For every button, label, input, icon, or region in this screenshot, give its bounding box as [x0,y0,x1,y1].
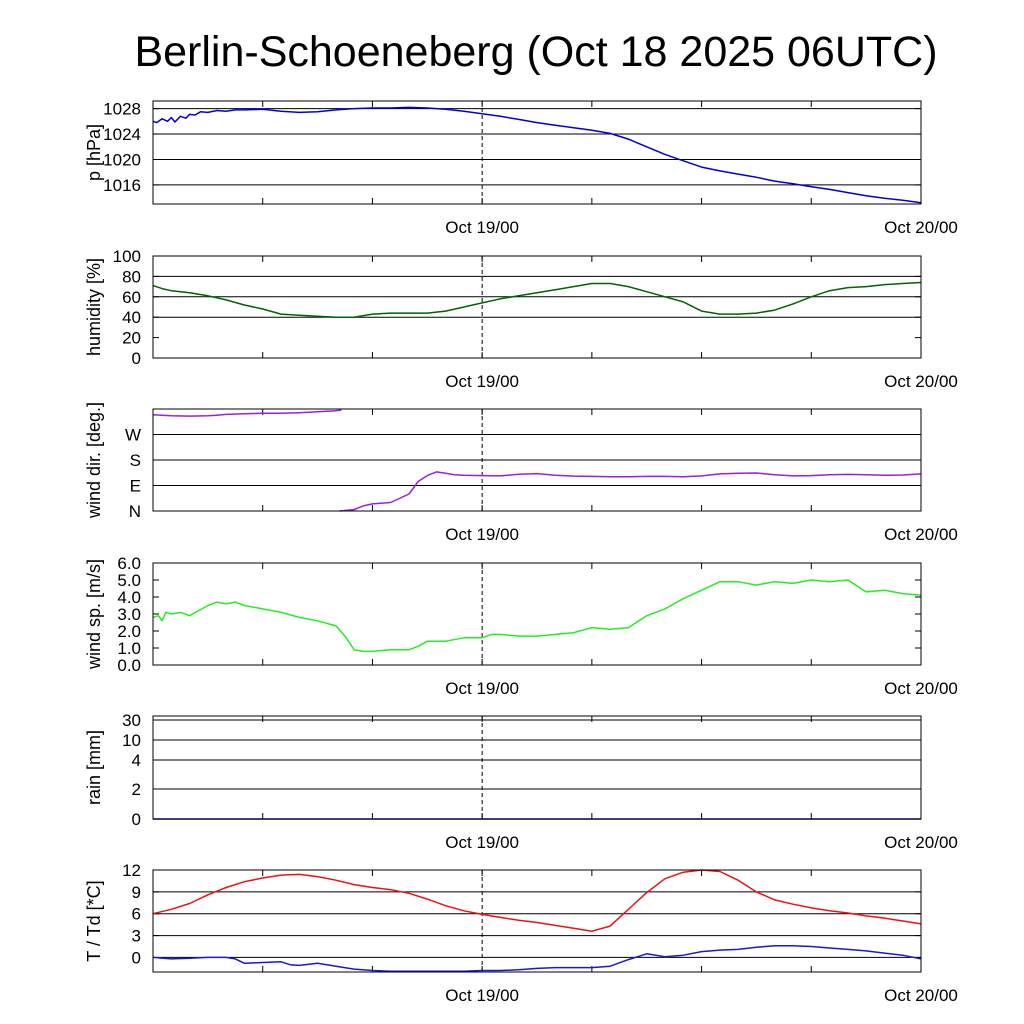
series-wind_dir_b [339,471,922,512]
wind_speed-ytick-label: 1.0 [117,639,141,658]
temperature-ytick-label: 12 [122,861,141,880]
temperature-ytick-label: 9 [132,883,141,902]
humidity-frame [152,255,922,359]
rain-date-label: Oct 20/00 [884,833,958,852]
pressure-ytick-label: 1016 [103,176,141,195]
humidity-date-label: Oct 20/00 [884,372,958,391]
pressure-date-label: Oct 19/00 [445,218,519,237]
panel-pressure: 1016 1020 1024 1028 p [hPa] Oct 19/00 Oct 20/0… [84,100,958,237]
wind_speed-date-label: Oct 19/00 [445,679,519,698]
series-wind_dir_a [152,409,342,417]
humidity-date-label: Oct 19/00 [445,372,519,391]
pressure-date-label: Oct 20/00 [884,218,958,237]
series-T [152,869,922,932]
rain-ytick-label: 4 [132,751,141,770]
humidity-ytick-label: 0 [132,349,141,368]
wind_dir-ytick-label: E [130,477,141,496]
temperature-date-label: Oct 19/00 [445,986,519,1005]
rain-date-label: Oct 19/00 [445,833,519,852]
wind_dir-ytick-label: S [130,451,141,470]
wind_speed-ytick-label: 0.0 [117,656,141,675]
rain-ytick-label: 30 [122,711,141,730]
pressure-ylabel: p [hPa] [84,124,104,181]
wind_speed-ytick-label: 5.0 [117,571,141,590]
humidity-ytick-label: 60 [122,288,141,307]
wind_dir-date-label: Oct 19/00 [445,525,519,544]
panel-wind_speed: 0.01.02.03.04.05.06.0 wind sp. [m/s] Oct 1… [84,554,958,698]
rain-ytick-label: 2 [132,780,141,799]
temperature-ytick-label: 0 [132,948,141,967]
temperature-ylabel: T / Td [*C] [84,880,104,961]
wind_speed-ytick-label: 3.0 [117,605,141,624]
wind_speed-ytick-label: 2.0 [117,622,141,641]
wind_speed-date-label: Oct 20/00 [884,679,958,698]
humidity-ytick-label: 40 [122,308,141,327]
chart-title: Berlin-Schoeneberg (Oct 18 2025 06UTC) [134,28,937,76]
rain-ytick-label: 0 [132,810,141,829]
temperature-date-label: Oct 20/00 [884,986,958,1005]
temperature-frame [152,869,922,973]
series-wind_speed [152,579,922,653]
pressure-frame [152,100,922,205]
series-Td [152,945,922,973]
wind_dir-date-label: Oct 20/00 [884,525,958,544]
wind_dir-ytick-label: N [129,502,141,521]
wind_speed-ytick-label: 4.0 [117,588,141,607]
humidity-ylabel: humidity [%] [84,258,104,356]
wind_dir-ytick-label: W [125,426,141,445]
series-pressure [152,106,922,204]
rain-ytick-label: 10 [122,731,141,750]
wind_dir-ylabel: wind dir. [deg.] [84,402,104,519]
wind_speed-ytick-label: 6.0 [117,554,141,573]
wind_speed-ylabel: wind sp. [m/s] [84,559,104,670]
humidity-ytick-label: 20 [122,329,141,348]
pressure-ytick-label: 1028 [103,100,141,119]
wind_speed-frame [152,562,922,666]
panel-temperature: 0 3 6 9 12 T / Td [*C] Oct 19/00 Oct 20/00 [84,861,958,1005]
rain-frame [152,715,922,820]
pressure-ytick-label: 1020 [103,150,141,169]
humidity-ytick-label: 80 [122,267,141,286]
temperature-ytick-label: 6 [132,905,141,924]
rain-ylabel: rain [mm] [84,730,104,805]
series-humidity [152,281,922,318]
pressure-ytick-label: 1024 [103,125,141,144]
wind_dir-frame [152,408,922,512]
humidity-ytick-label: 100 [113,247,141,266]
temperature-ytick-label: 3 [132,927,141,946]
